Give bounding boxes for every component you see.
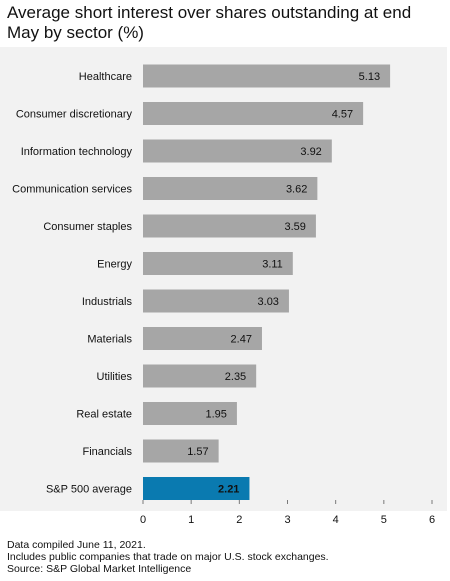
- category-label-utilities: Utilities: [97, 371, 133, 383]
- bars-group: Healthcare 5.13 Consumer discretionary 4.57…: [12, 64, 391, 500]
- x-tick-label-1: 1: [188, 514, 194, 526]
- value-label-consumer-discretionary: 4.57: [332, 109, 353, 121]
- category-label-industrials: Industrials: [82, 296, 133, 308]
- bar-materials: [143, 327, 262, 350]
- bar-information-technology: [143, 139, 332, 163]
- x-tick-label-0: 0: [140, 514, 146, 526]
- x-tick-label-5: 5: [381, 514, 387, 526]
- value-label-healthcare: 5.13: [359, 71, 380, 83]
- x-tick-label-2: 2: [236, 514, 242, 526]
- x-axis: 0 1 2 3 4 5 6: [140, 500, 435, 526]
- bar-healthcare: [143, 64, 391, 88]
- value-label-industrials: 3.03: [258, 296, 279, 308]
- value-label-communication-services: 3.62: [286, 184, 307, 196]
- value-label-real-estate: 1.95: [206, 409, 227, 421]
- value-label-information-technology: 3.92: [300, 146, 321, 158]
- footer-note-date: Data compiled June 11, 2021.: [7, 539, 146, 551]
- category-label-healthcare: Healthcare: [79, 71, 132, 83]
- value-label-s-p-500-average: 2.21: [218, 484, 239, 496]
- category-label-information-technology: Information technology: [21, 146, 133, 158]
- x-tick-label-6: 6: [429, 514, 435, 526]
- category-label-s-p-500-average: S&P 500 average: [46, 484, 132, 496]
- category-label-communication-services: Communication services: [12, 184, 132, 196]
- bar-s-p-500-average: [143, 477, 250, 500]
- x-tick-label-3: 3: [284, 514, 290, 526]
- category-label-materials: Materials: [87, 334, 132, 346]
- value-label-energy: 3.11: [262, 259, 283, 271]
- category-label-financials: Financials: [82, 446, 132, 458]
- bar-energy: [143, 252, 293, 275]
- value-label-financials: 1.57: [187, 446, 208, 458]
- bar-real-estate: [143, 402, 237, 425]
- chart-title: Average short interest over shares outst…: [7, 3, 412, 42]
- x-tick-label-4: 4: [333, 514, 339, 526]
- value-label-consumer-staples: 3.59: [284, 221, 305, 233]
- bar-utilities: [143, 364, 257, 388]
- bar-consumer-discretionary: [143, 102, 364, 125]
- footer-source: Source: S&P Global Market Intelligence: [7, 563, 192, 575]
- category-label-energy: Energy: [97, 259, 132, 271]
- bar-consumer-staples: [143, 214, 316, 238]
- bar-industrials: [143, 289, 289, 313]
- value-label-utilities: 2.35: [225, 371, 246, 383]
- bar-communication-services: [143, 177, 318, 200]
- value-label-materials: 2.47: [231, 334, 252, 346]
- category-label-real-estate: Real estate: [76, 409, 132, 421]
- category-label-consumer-discretionary: Consumer discretionary: [16, 109, 133, 121]
- chart-footer: Data compiled June 11, 2021. Includes pu…: [7, 539, 447, 575]
- footer-note-scope: Includes public companies that trade on …: [7, 551, 329, 563]
- bar-financials: [143, 439, 219, 463]
- category-label-consumer-staples: Consumer staples: [43, 221, 132, 233]
- bar-chart: Healthcare 5.13 Consumer discretionary 4.57…: [12, 64, 435, 526]
